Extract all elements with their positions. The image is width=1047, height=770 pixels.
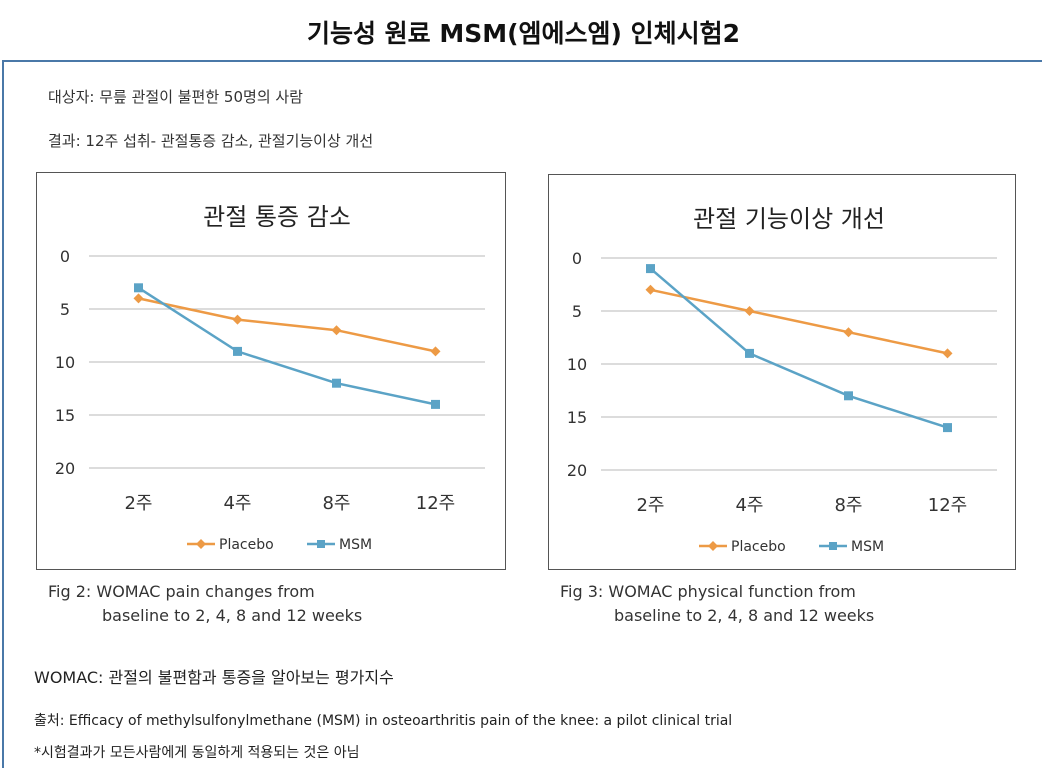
series-line-msm [649, 267, 948, 429]
legend-label: Placebo [219, 537, 274, 553]
series-line-placebo [650, 288, 948, 355]
legend-marker-diamond [196, 539, 206, 549]
x-tick-label: 4주 [223, 493, 251, 514]
y-tick-label: 0 [572, 249, 582, 268]
series-line-placebo [138, 297, 436, 353]
womac-note: WOMAC: 관절의 불편함과 통증을 알아보는 평가지수 [34, 668, 394, 687]
data-point-placebo [133, 293, 144, 304]
legend-marker-square [829, 542, 837, 550]
chart-title: 관절 통증 감소 [203, 203, 351, 231]
y-tick-label: 10 [55, 353, 75, 372]
data-point-msm [431, 399, 440, 409]
y-tick-label: 20 [55, 459, 75, 478]
caption-line-1: Fig 3: WOMAC physical function from [560, 582, 856, 601]
x-tick-label: 12주 [416, 493, 455, 514]
legend-label: MSM [339, 537, 372, 553]
caption-line-2: baseline to 2, 4, 8 and 12 weeks [102, 606, 363, 625]
legend-marker-diamond [708, 541, 718, 551]
data-point-placebo [232, 314, 243, 325]
data-point-placebo [645, 284, 656, 295]
legend-label: MSM [851, 539, 884, 555]
legend-marker-square [317, 540, 325, 548]
y-tick-label: 20 [567, 461, 587, 480]
y-tick-label: 15 [55, 406, 75, 425]
y-tick-label: 5 [572, 302, 582, 321]
chart-pain-svg: 관절 통증 감소 0 5 10 15 20 2주 4주 8주 12주 Placebo MSM [55, 203, 485, 553]
data-point-msm [332, 378, 341, 388]
page-title: 기능성 원료 MSM(엠에스엠) 인체시험2 [306, 19, 741, 48]
data-point-placebo [942, 348, 953, 359]
data-point-msm [233, 346, 242, 356]
data-point-msm [943, 423, 952, 433]
y-tick-label: 5 [60, 300, 70, 319]
y-tick-label: 0 [60, 247, 70, 266]
caption-line-1: Fig 2: WOMAC pain changes from [48, 582, 315, 601]
y-tick-label: 10 [567, 355, 587, 374]
data-point-placebo [430, 346, 441, 357]
chart-title: 관절 기능이상 개선 [693, 205, 885, 233]
x-tick-label: 12주 [928, 495, 967, 516]
disclaimer: *시험결과가 모든사람에게 동일하게 적용되는 것은 아님 [34, 745, 360, 761]
data-point-msm [134, 283, 143, 293]
data-point-msm [844, 391, 853, 401]
chart-function-improvement: 관절 기능이상 개선 0 5 10 15 20 2주 4주 8주 12주 Placebo MSM [548, 174, 1016, 570]
data-point-placebo [331, 325, 342, 336]
subject-line: 대상자: 무릎 관절이 불편한 50명의 사람 [48, 88, 303, 106]
content-frame [2, 60, 1042, 768]
source-citation: 출처: Efficacy of methylsulfonylmethane (M… [34, 713, 733, 729]
figure-caption-2: Fig 2: WOMAC pain changes from baseline … [48, 580, 362, 628]
x-tick-label: 2주 [636, 495, 664, 516]
x-tick-label: 8주 [322, 493, 350, 514]
series-line-msm [137, 286, 436, 406]
x-tick-label: 4주 [735, 495, 763, 516]
legend-label: Placebo [731, 539, 786, 555]
chart-pain-reduction: 관절 통증 감소 0 5 10 15 20 2주 4주 8주 12주 Placebo MSM [36, 172, 506, 570]
data-point-msm [745, 348, 754, 358]
x-tick-label: 8주 [834, 495, 862, 516]
data-point-placebo [843, 327, 854, 338]
figure-caption-3: Fig 3: WOMAC physical function from base… [560, 580, 874, 628]
data-point-placebo [744, 306, 755, 316]
caption-line-2: baseline to 2, 4, 8 and 12 weeks [614, 606, 875, 625]
y-tick-label: 15 [567, 408, 587, 427]
x-tick-label: 2주 [124, 493, 152, 514]
data-point-msm [646, 264, 655, 274]
result-line: 결과: 12주 섭취- 관절통증 감소, 관절기능이상 개선 [48, 132, 374, 150]
chart-function-svg: 관절 기능이상 개선 0 5 10 15 20 2주 4주 8주 12주 Placebo MSM [567, 205, 997, 555]
